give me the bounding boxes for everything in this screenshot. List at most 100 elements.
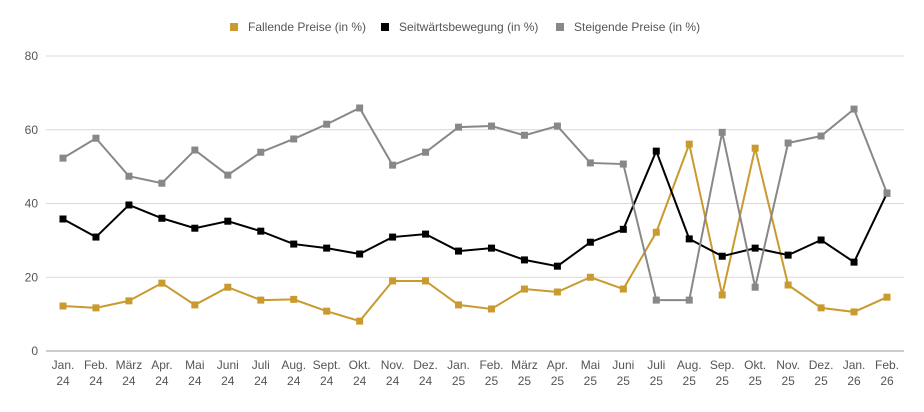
x-tick-label-year: 25 [617,374,631,388]
legend-swatch [556,23,564,31]
x-tick-label-month: Juni [217,358,239,372]
data-point [553,262,561,270]
x-tick-label-month: Dez. [413,358,438,372]
x-tick-label-year: 26 [847,374,861,388]
data-point [389,161,397,169]
data-point [850,258,858,266]
data-point [487,244,495,252]
data-point [455,247,463,255]
x-tick-label-year: 25 [551,374,565,388]
data-point [422,277,430,285]
x-tick-label-month: Dez. [809,358,834,372]
x-tick-label-month: März [511,358,538,372]
y-tick-label: 80 [25,49,39,63]
x-tick-label-month: Juli [252,358,270,372]
x-tick-label-year: 25 [485,374,499,388]
data-point [586,238,594,246]
data-point [817,132,825,140]
x-tick-label-year: 24 [188,374,202,388]
data-point [850,308,858,316]
x-tick-label-year: 24 [89,374,103,388]
legend-label: Seitwärtsbewegung (in %) [399,20,538,34]
data-point [290,135,298,143]
data-point [125,201,133,209]
series-line [62,106,888,302]
data-point [751,244,759,252]
x-tick-label-month: Feb. [84,358,108,372]
data-point [487,305,495,313]
data-point [784,139,792,147]
x-tick-label-year: 24 [353,374,367,388]
legend-swatch [230,23,238,31]
data-point [883,293,891,301]
data-point [685,296,693,304]
x-tick-label-month: Feb. [875,358,899,372]
data-point [257,296,265,304]
x-tick-label-month: Jan. [843,358,866,372]
data-point [422,148,430,156]
data-point [59,154,67,162]
x-tick-label-month: März [116,358,143,372]
data-point [191,146,199,154]
x-tick-label-year: 24 [221,374,235,388]
data-point [652,228,660,236]
x-tick-label-year: 25 [748,374,762,388]
data-point [323,307,331,315]
data-point [125,172,133,180]
x-tick-label-month: Okt. [744,358,766,372]
data-point [520,256,528,264]
y-tick-label: 20 [25,270,39,284]
x-tick-label-year: 25 [814,374,828,388]
x-tick-label-year: 25 [781,374,795,388]
x-tick-label-year: 25 [683,374,697,388]
x-tick-label-month: Juli [647,358,665,372]
data-point [224,171,232,179]
data-point [553,122,561,130]
data-point [224,217,232,225]
data-point [487,122,495,130]
data-point [59,215,67,223]
x-tick-label-year: 25 [650,374,664,388]
x-tick-label-year: 25 [452,374,466,388]
series-line [62,140,888,323]
data-point [389,233,397,241]
data-point [619,285,627,293]
x-tick-label-month: Apr. [151,358,172,372]
data-point [586,159,594,167]
data-point [784,281,792,289]
data-point [751,283,759,291]
data-point [784,251,792,259]
data-point [356,250,364,258]
data-point [652,147,660,155]
data-point [92,233,100,241]
data-point [125,297,133,305]
data-point [685,235,693,243]
data-point [718,291,726,299]
data-point [455,301,463,309]
x-tick-label-month: Juni [612,358,634,372]
series-line [62,148,888,268]
data-point [850,105,858,113]
data-point [520,285,528,293]
legend: Fallende Preise (in %) Seitwärtsbewegung … [230,20,700,34]
x-tick-label-month: Apr. [547,358,568,372]
data-point [586,273,594,281]
x-tick-label-year: 24 [419,374,433,388]
x-axis: Jan. 24 Feb. 24 März 24 Apr. 24 Mai 24 Juni 24 Juli 2… [52,358,899,388]
data-point [191,301,199,309]
data-point [290,295,298,303]
y-tick-label: 40 [25,197,39,211]
x-tick-label-month: Sept. [313,358,341,372]
data-point [92,304,100,312]
legend-label: Fallende Preise (in %) [248,20,366,34]
data-point [257,148,265,156]
data-point [158,214,166,222]
data-point [817,236,825,244]
x-tick-label-year: 24 [56,374,70,388]
data-point [191,224,199,232]
data-point [619,225,627,233]
x-tick-label-month: Jan. [52,358,75,372]
x-tick-label-year: 24 [155,374,169,388]
data-point [455,123,463,131]
series-0 [59,140,891,325]
